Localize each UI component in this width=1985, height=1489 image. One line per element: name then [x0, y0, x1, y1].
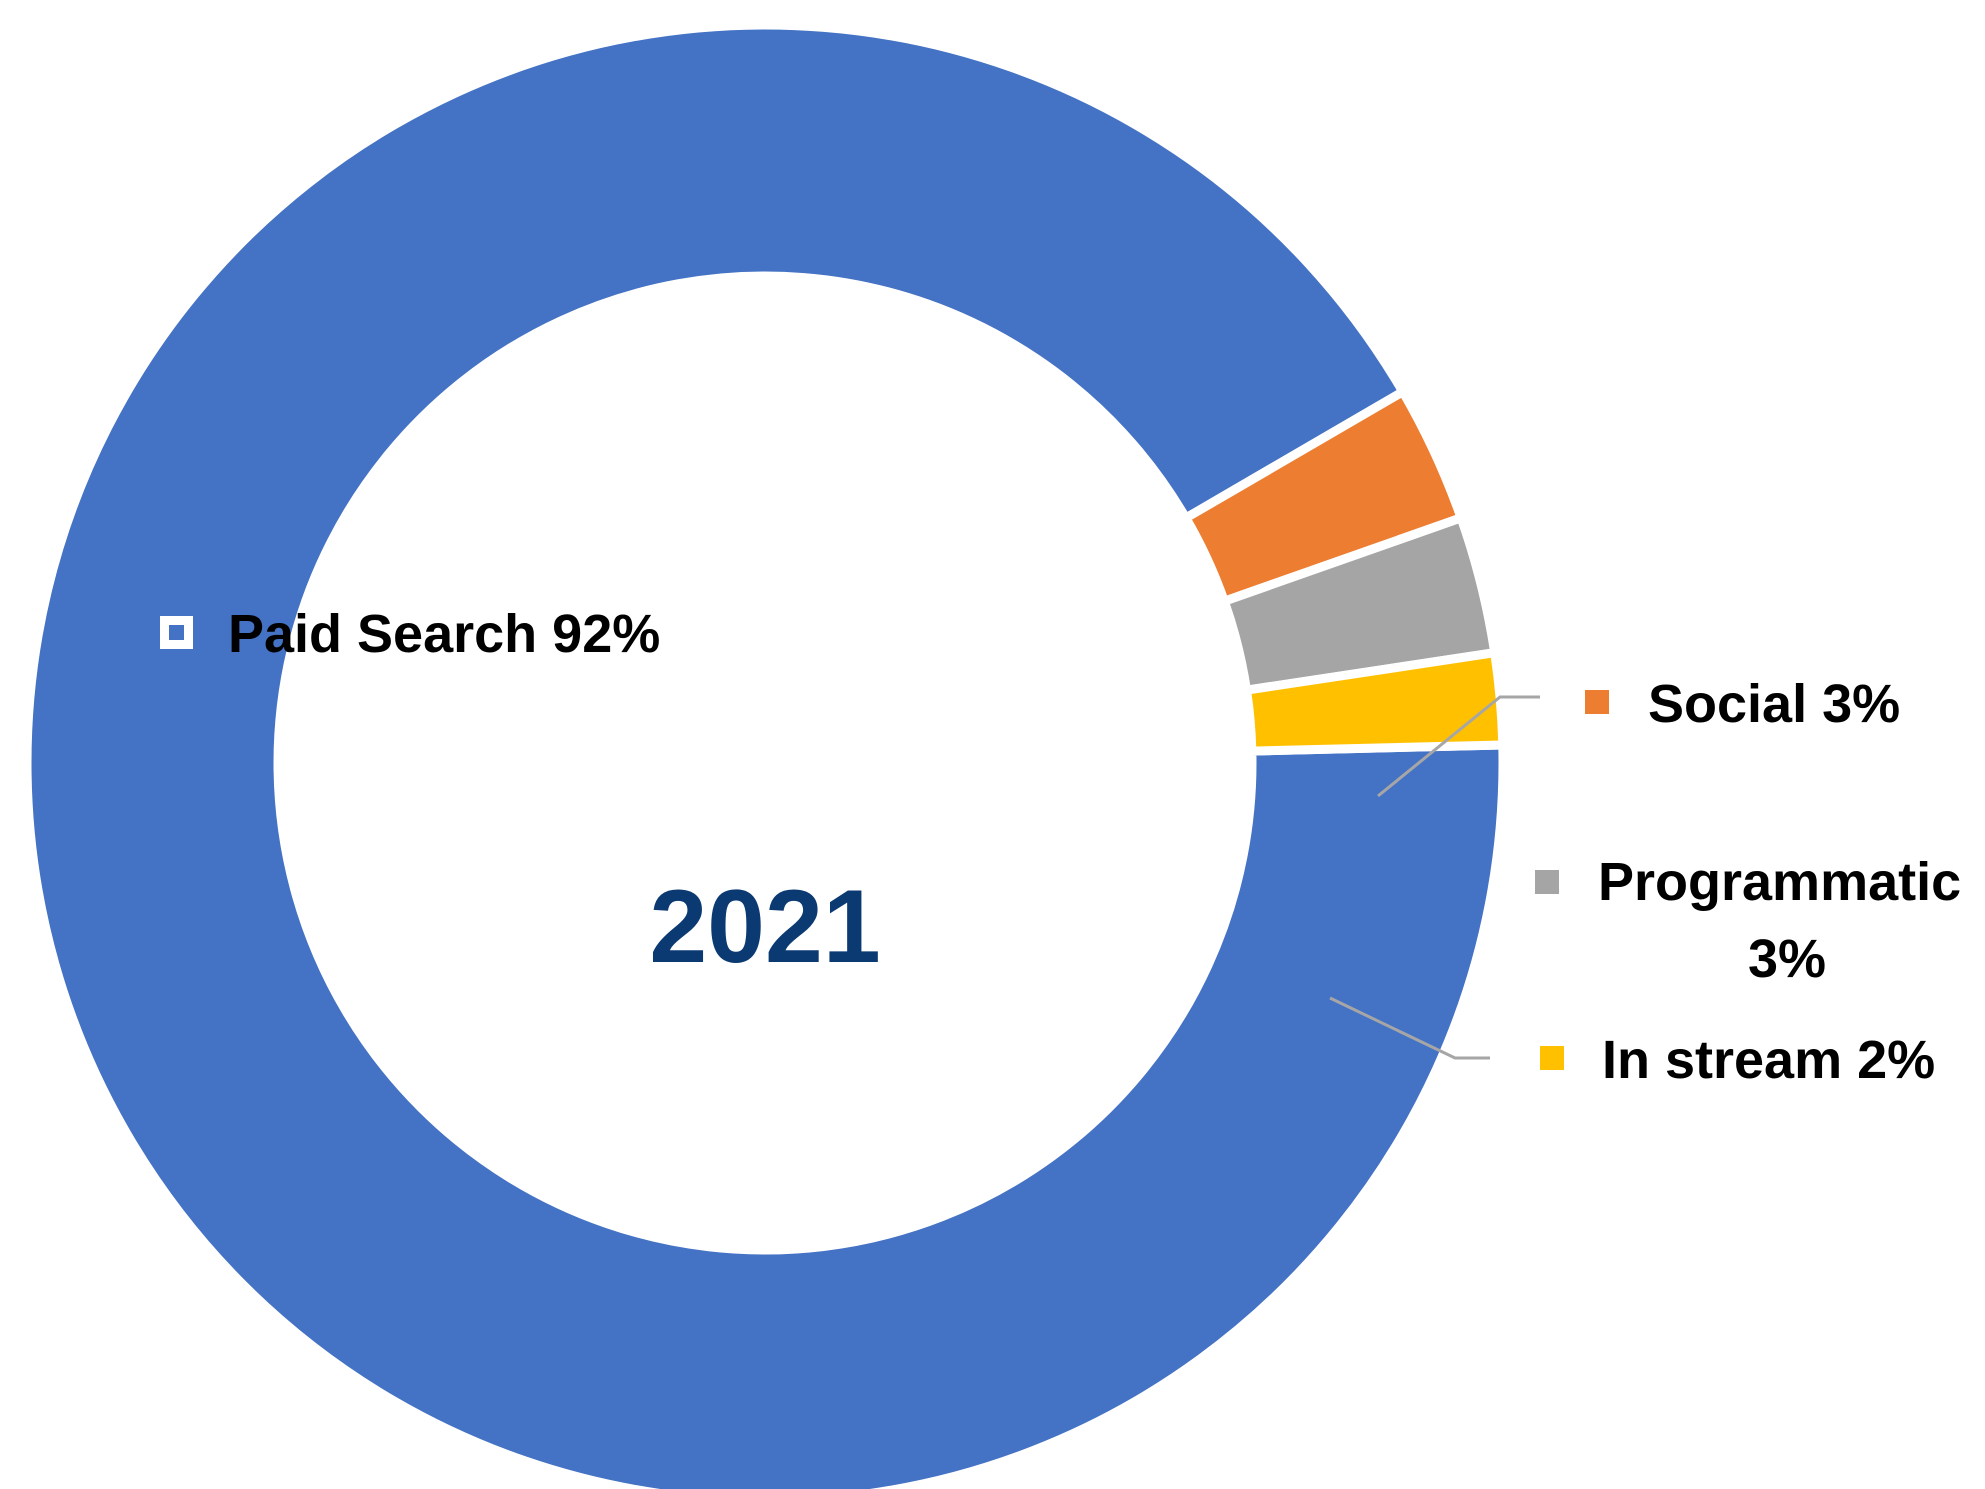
- slice-paid-search: [22, 20, 1508, 1489]
- center-label: 2021: [649, 869, 880, 985]
- leader-line-social: [1377, 695, 1540, 798]
- in-stream-label: In stream 2%: [1602, 1030, 1935, 1090]
- leader-lines: [1329, 695, 1540, 1060]
- paid-search-label: Paid Search 92%: [228, 604, 660, 664]
- social-marker-icon: [1585, 690, 1609, 714]
- donut-slices: [22, 20, 1508, 1489]
- data-label-social: Social 3%: [1585, 674, 1900, 734]
- paid-search-marker-inner: [169, 625, 184, 640]
- in-stream-marker-icon: [1540, 1046, 1564, 1070]
- slice-in-stream: [1241, 647, 1508, 756]
- data-label-paid-search: Paid Search 92%: [160, 604, 660, 664]
- social-label: Social 3%: [1648, 674, 1900, 734]
- programmatic-label-line-2: 3%: [1748, 929, 1826, 989]
- leader-line-in-stream: [1329, 996, 1490, 1060]
- data-label-programmatic: Programmatic 3%: [1535, 852, 1961, 989]
- programmatic-label-line-1: Programmatic: [1598, 852, 1961, 912]
- programmatic-marker-icon: [1535, 870, 1559, 894]
- data-label-in-stream: In stream 2%: [1540, 1030, 1935, 1090]
